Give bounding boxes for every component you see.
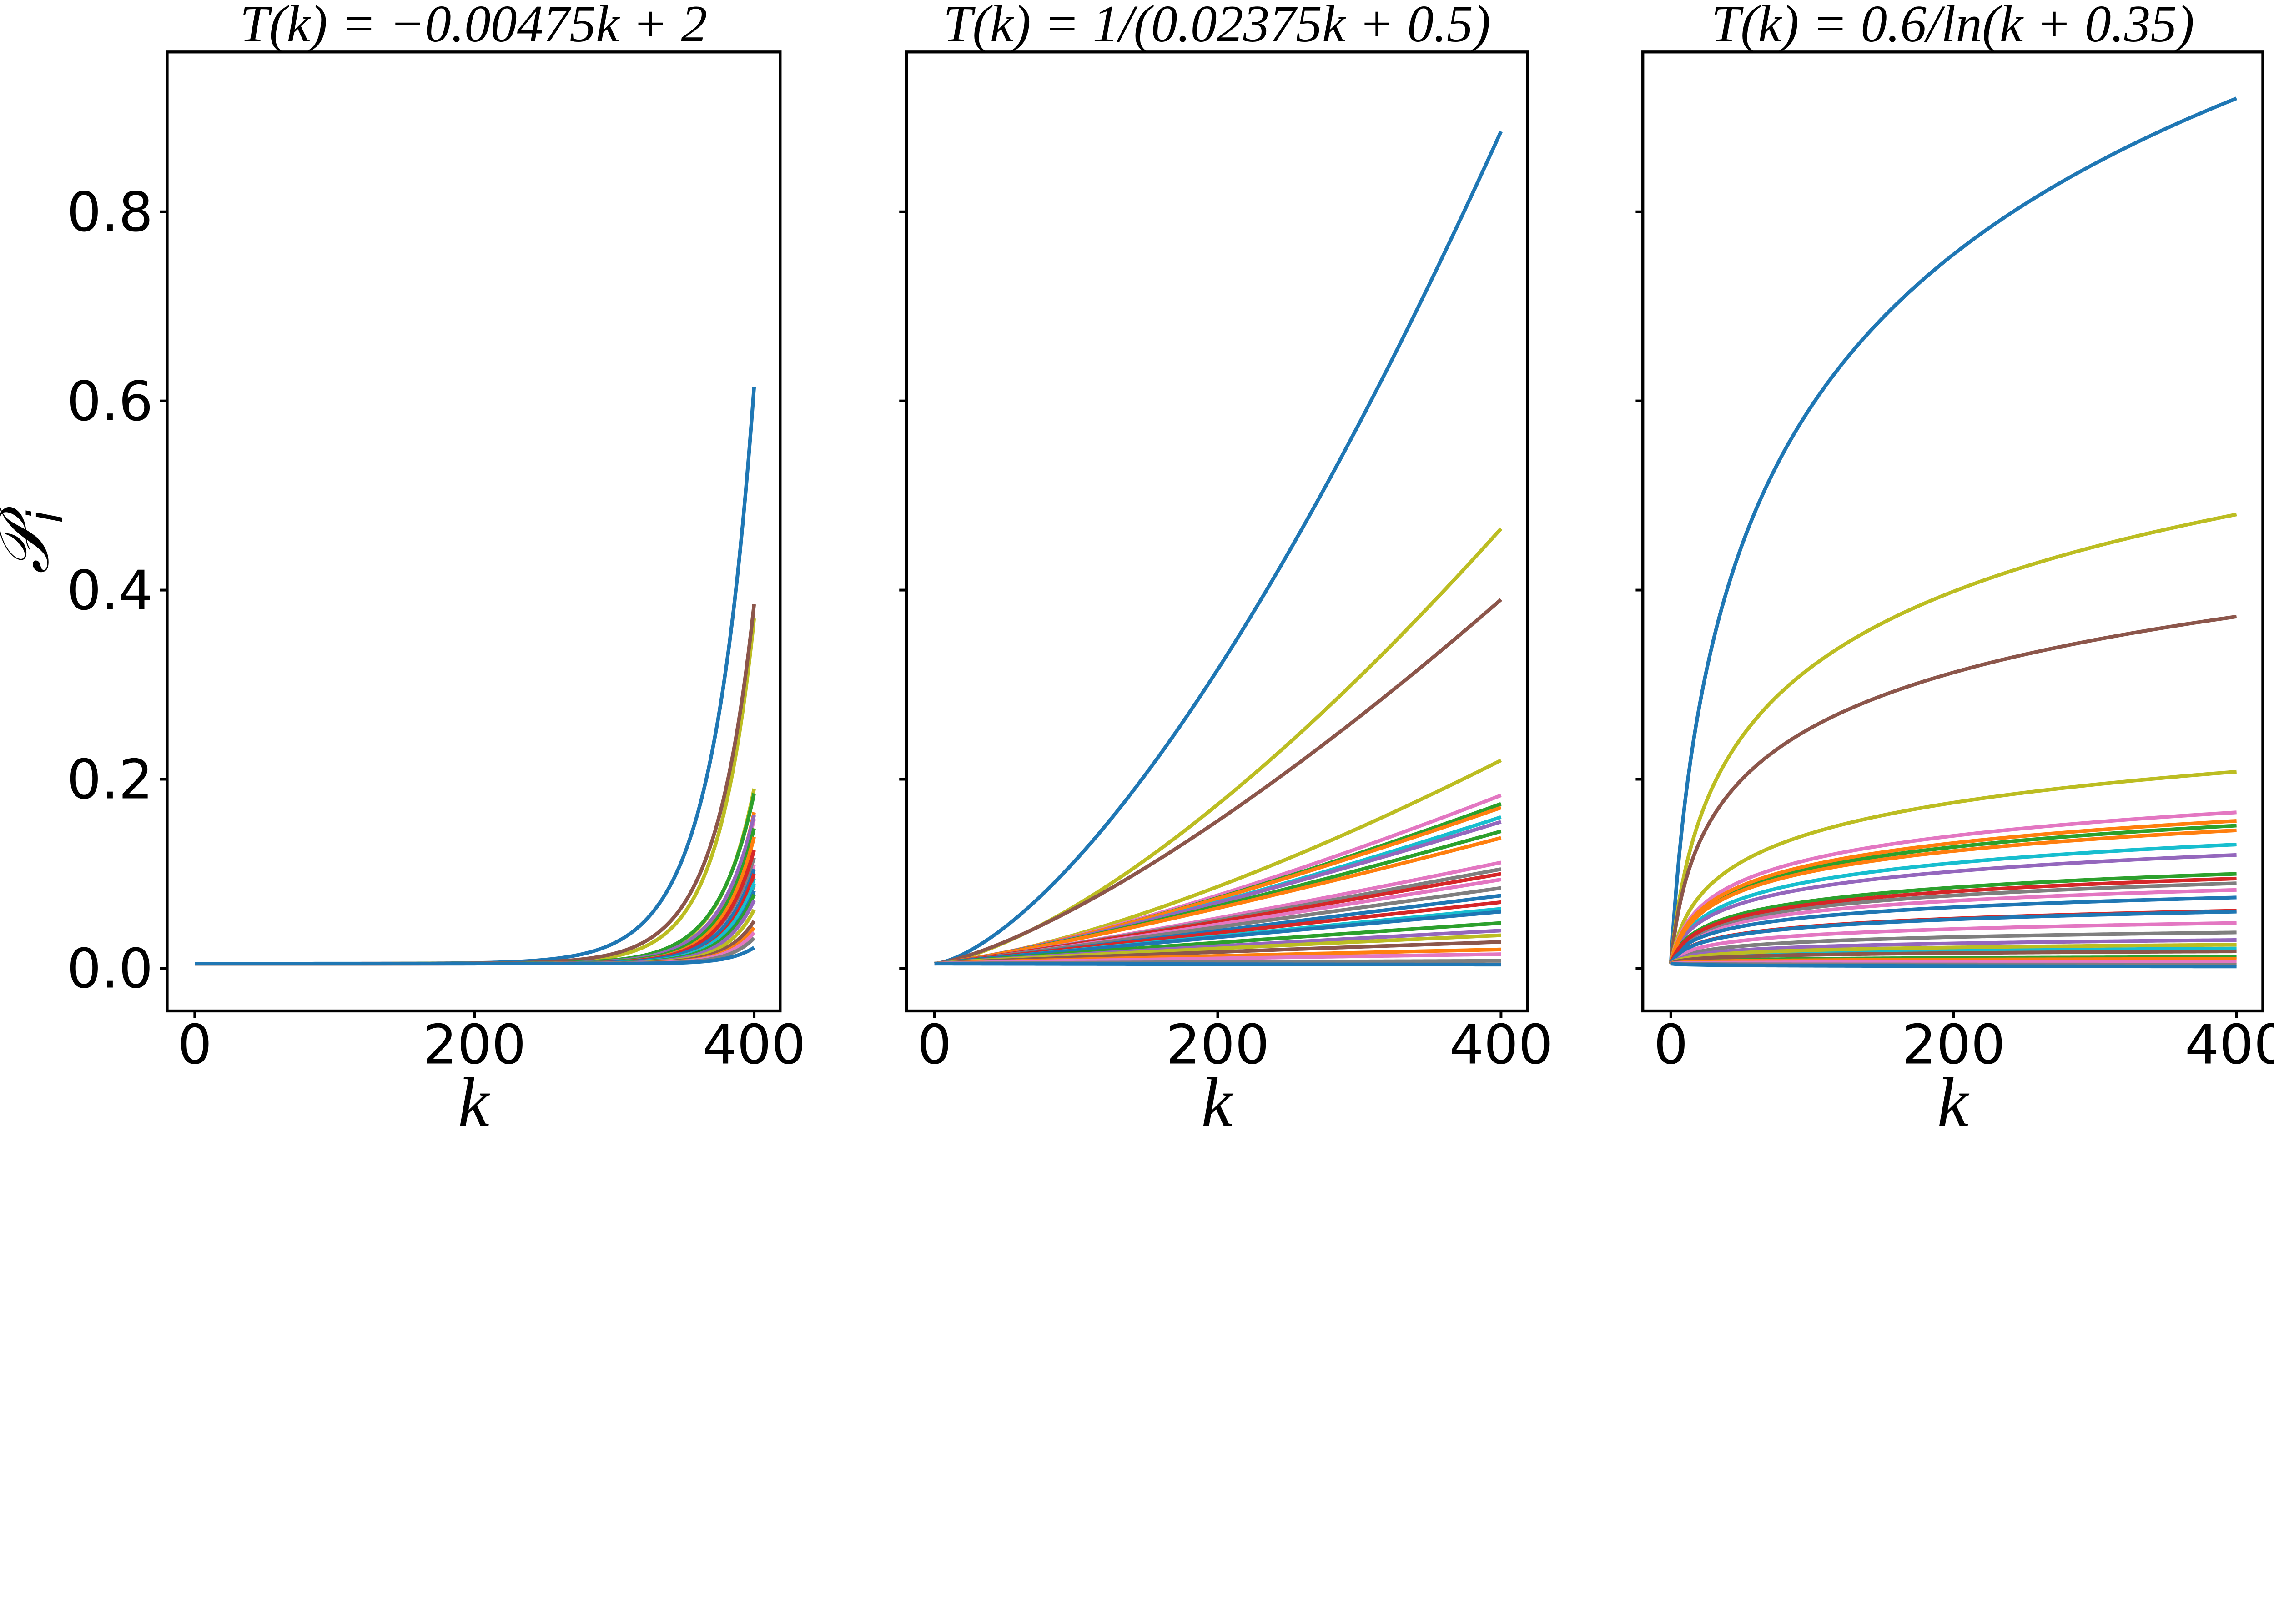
curve-series-0 bbox=[195, 387, 756, 966]
panel-1-xlabel: k bbox=[458, 1064, 490, 1138]
y-tick-label-0.0: 0.0 bbox=[67, 937, 153, 1001]
curve-series-2 bbox=[195, 604, 756, 966]
curve-series-5 bbox=[195, 793, 756, 966]
axes-spines bbox=[166, 50, 782, 1013]
curve-series-22 bbox=[1670, 943, 2237, 965]
panel-2-x-tick-0: 0 bbox=[917, 1014, 952, 1077]
curve-series-9 bbox=[1669, 872, 2237, 965]
curve-series-12 bbox=[1669, 930, 2237, 965]
curve-series-27 bbox=[934, 962, 1501, 967]
curve-series-1 bbox=[1669, 513, 2237, 964]
panel-3-xlabel: k bbox=[1937, 1064, 1970, 1138]
curve-series-5 bbox=[1669, 824, 2237, 965]
panel-2-plot-area bbox=[899, 50, 1529, 1018]
curve-series-2 bbox=[1669, 614, 2237, 964]
curve-series-8 bbox=[195, 815, 756, 966]
y-tick-label-0.8: 0.8 bbox=[67, 181, 153, 244]
curve-series-3 bbox=[195, 788, 756, 966]
curve-series-9 bbox=[195, 828, 756, 966]
panel-3-title: T(k) = 0.6/ln(k + 0.35) bbox=[1711, 0, 2194, 53]
panel-2-title: T(k) = 1/(0.02375k + 0.5) bbox=[943, 0, 1491, 53]
curve-series-8 bbox=[1669, 853, 2237, 965]
panel-1-x-tick-200: 200 bbox=[423, 1014, 526, 1077]
panel-3-plot-area bbox=[1635, 50, 2264, 1018]
curve-series-16 bbox=[1669, 895, 2237, 965]
curve-series-10 bbox=[195, 836, 756, 966]
curve-series-6 bbox=[1669, 819, 2237, 965]
panel-2-xlabel: k bbox=[1201, 1064, 1233, 1138]
panel-2-x-tick-400: 400 bbox=[1449, 1014, 1553, 1077]
panel-1-x-tick-0: 0 bbox=[178, 1014, 212, 1077]
curve-series-15 bbox=[1669, 881, 2237, 965]
axes-spines bbox=[905, 50, 1529, 1013]
curve-series-17 bbox=[1669, 876, 2237, 965]
y-axis-label-subscript: i bbox=[18, 510, 74, 523]
curve-series-23 bbox=[1670, 949, 2237, 965]
three-panel-probability-chart: T(k) = −0.00475k + 2 T(k) = 1/(0.02375k … bbox=[0, 0, 2274, 1139]
panel-3-x-tick-0: 0 bbox=[1654, 1014, 1688, 1077]
curve-series-2 bbox=[934, 598, 1503, 966]
y-axis-label: 𝒫i bbox=[0, 505, 74, 574]
curve-series-3 bbox=[1669, 769, 2237, 964]
panel-3-x-tick-200: 200 bbox=[1902, 1014, 2006, 1077]
curve-series-1 bbox=[195, 618, 756, 966]
panel-1-plot-area bbox=[160, 50, 782, 1018]
figure-container: T(k) = −0.00475k + 2 T(k) = 1/(0.02375k … bbox=[0, 0, 2274, 1139]
panel-2-x-tick-200: 200 bbox=[1166, 1014, 1270, 1077]
curve-series-4 bbox=[195, 818, 756, 966]
axes-spines bbox=[1641, 50, 2264, 1013]
y-tick-label-0.6: 0.6 bbox=[67, 370, 153, 433]
curve-series-27 bbox=[1670, 962, 2237, 969]
panel-1-x-tick-400: 400 bbox=[702, 1014, 806, 1077]
curve-series-4 bbox=[1669, 810, 2237, 964]
curve-series-19 bbox=[1669, 910, 2237, 965]
curve-series-0 bbox=[934, 131, 1503, 966]
curve-series-14 bbox=[1669, 921, 2237, 965]
y-tick-label-0.2: 0.2 bbox=[67, 749, 153, 812]
panel-1-title: T(k) = −0.00475k + 2 bbox=[240, 0, 707, 53]
curve-series-0 bbox=[1669, 96, 2238, 964]
curve-series-21 bbox=[1670, 938, 2237, 965]
curve-series-27 bbox=[195, 946, 755, 966]
panel-3-x-tick-400: 400 bbox=[2185, 1014, 2274, 1077]
curve-series-10 bbox=[1669, 828, 2237, 965]
curve-series-10 bbox=[934, 836, 1502, 966]
curve-series-7 bbox=[1669, 842, 2237, 965]
y-tick-label-0.4: 0.4 bbox=[67, 559, 153, 623]
curve-series-11 bbox=[1669, 888, 2237, 965]
